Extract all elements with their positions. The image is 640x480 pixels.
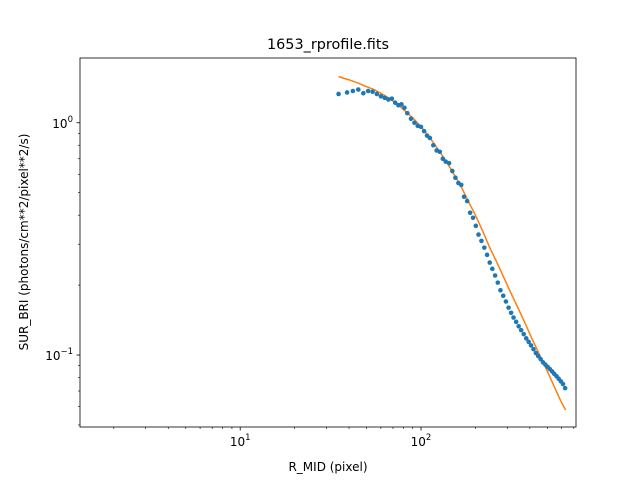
data-point-43 [487,260,493,265]
data-point-17 [408,116,414,122]
y-tick-label: 10−1 [45,347,73,363]
data-point-38 [473,223,479,229]
data-point-74 [562,385,568,391]
data-point-52 [511,315,516,320]
data-point-10 [386,97,391,102]
data-point-54 [516,323,521,329]
data-point-46 [495,280,501,285]
data-point-37 [470,215,476,221]
data-point-8 [378,93,384,99]
data-point-41 [482,245,487,250]
data-point-55 [518,327,524,333]
data-point-33 [458,182,464,188]
plot-area [336,75,568,411]
data-point-42 [484,252,490,258]
data-point-45 [492,273,498,278]
data-point-73 [560,381,566,387]
data-point-2 [350,88,356,94]
data-point-1 [344,90,350,95]
data-point-23 [427,135,433,141]
y-axis: 10−1 100 [45,115,80,426]
y-tick-label: 100 [52,115,73,131]
data-point-30 [450,168,455,174]
data-point-0 [336,91,341,97]
data-point-15 [402,105,407,111]
data-point-58 [526,339,531,345]
data-point-7 [374,91,380,97]
data-point-24 [431,142,436,148]
data-point-27 [440,156,446,162]
x-axis: 101 102 [113,427,575,449]
data-point-51 [508,310,514,316]
x-tick-label: 102 [411,433,432,449]
data-point-16 [405,110,410,116]
data-point-40 [479,238,484,244]
data-point-12 [392,100,398,105]
data-point-31 [453,175,458,180]
data-point-5 [365,88,371,94]
data-point-49 [503,299,509,304]
data-point-39 [476,232,481,237]
data-point-14 [399,102,404,107]
data-point-53 [513,319,519,325]
data-point-62 [535,353,541,359]
data-point-57 [523,336,529,341]
data-point-63 [538,356,543,362]
axes-frame [79,57,577,428]
data-point-44 [490,266,495,272]
data-point-4 [361,90,366,96]
data-point-18 [412,120,417,126]
data-point-60 [531,346,536,352]
data-point-21 [421,128,427,134]
data-point-59 [528,343,534,348]
data-point-35 [464,198,470,204]
data-point-36 [467,210,473,215]
data-point-50 [506,305,511,310]
data-point-11 [389,96,395,101]
data-point-6 [370,89,375,95]
x-tick-label: 101 [230,433,251,449]
data-point-3 [356,87,361,92]
data-point-9 [382,95,388,101]
data-point-34 [461,194,467,200]
blue-data-points-layer [336,87,568,391]
data-point-48 [500,293,506,299]
chart-title: 1653_rprofile.fits [267,37,389,53]
data-point-47 [498,287,503,293]
y-axis-label: SUR_BRI (photons/cm**2/pixel**2/s) [17,134,31,351]
x-axis-label: R_MID (pixel) [288,460,367,474]
data-point-56 [521,331,527,337]
data-point-29 [446,160,452,166]
data-point-26 [437,149,443,155]
data-point-20 [418,124,424,130]
